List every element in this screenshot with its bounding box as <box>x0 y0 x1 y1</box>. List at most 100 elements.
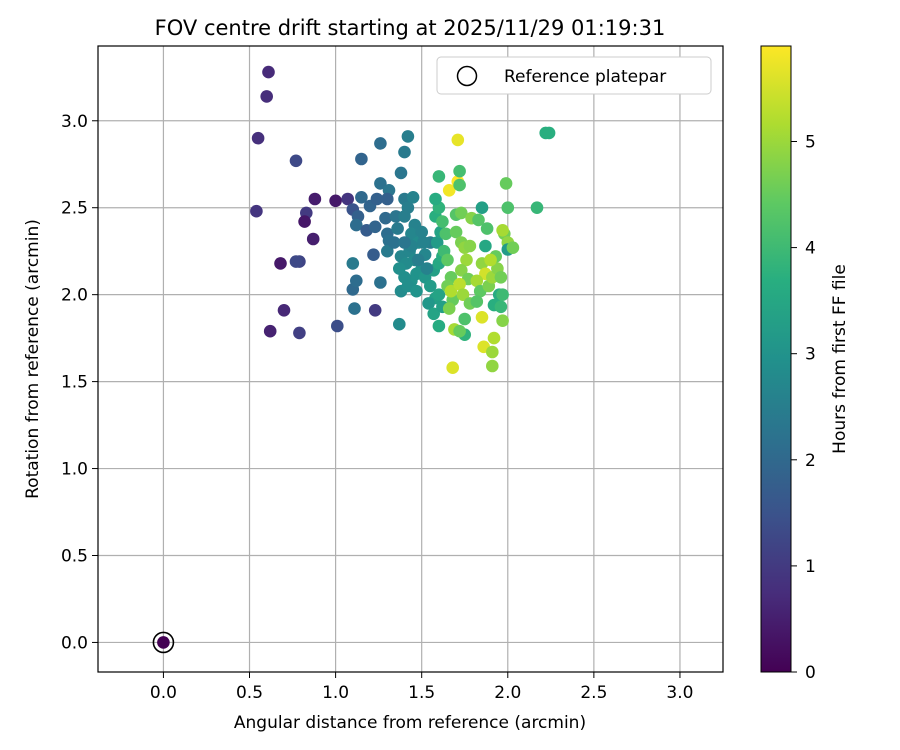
data-point <box>432 170 446 183</box>
data-point <box>472 213 485 227</box>
data-point <box>368 220 382 234</box>
data-point <box>480 222 494 235</box>
data-point <box>442 184 456 197</box>
data-point <box>460 253 473 267</box>
data-point <box>374 276 387 289</box>
data-point <box>444 284 458 298</box>
data-point <box>432 288 446 302</box>
data-point <box>470 295 484 308</box>
data-point <box>432 319 446 333</box>
data-point <box>496 314 509 328</box>
data-point <box>374 177 387 190</box>
data-point <box>263 324 277 338</box>
y-axis-label: Rotation from reference (arcmin) <box>23 219 43 499</box>
data-point <box>486 345 499 359</box>
data-point <box>470 274 484 288</box>
data-point <box>331 319 344 333</box>
data-point <box>486 359 499 373</box>
data-point <box>398 236 411 249</box>
data-point <box>394 166 408 180</box>
chart-title: FOV centre drift starting at 2025/11/29 … <box>155 16 666 40</box>
data-point <box>501 201 515 214</box>
data-point <box>441 253 454 267</box>
data-point <box>251 131 265 145</box>
data-point <box>410 284 423 298</box>
data-point <box>417 236 430 249</box>
data-point <box>429 192 442 206</box>
data-point <box>530 201 544 214</box>
data-point <box>367 248 380 261</box>
data-point <box>387 236 401 249</box>
y-axis-ticks: 0.0 0.5 1.0 1.5 2.0 2.5 3.0 <box>61 112 98 653</box>
data-point <box>379 211 392 225</box>
data-point <box>453 277 466 291</box>
data-point <box>420 262 434 275</box>
legend-marker <box>456 65 478 87</box>
data-point <box>542 126 556 140</box>
colorbar-ticks: 0 1 2 3 4 5 <box>791 132 816 683</box>
y-tick-label: 1.5 <box>61 373 88 393</box>
data-point <box>277 304 291 317</box>
data-point <box>455 206 468 220</box>
data-point <box>405 227 418 241</box>
data-point <box>436 215 449 228</box>
data-point <box>306 232 320 246</box>
data-point <box>308 192 322 206</box>
data-point <box>289 154 303 168</box>
data-point <box>427 307 441 321</box>
y-tick-label: 2.0 <box>61 286 88 306</box>
data-point <box>350 218 363 232</box>
data-point <box>455 264 468 277</box>
x-axis-ticks: 0.0 0.5 1.0 1.5 2.0 2.5 3.0 <box>150 672 693 703</box>
data-point <box>422 297 435 310</box>
data-point <box>346 257 360 270</box>
data-point <box>496 224 509 237</box>
data-point <box>453 164 466 178</box>
data-point <box>456 288 470 302</box>
data-point <box>424 279 437 293</box>
data-point <box>260 90 274 103</box>
data-point <box>355 152 368 166</box>
data-point <box>250 204 263 218</box>
data-point <box>475 201 489 214</box>
colorbar-tick-label: 5 <box>805 132 816 152</box>
data-point <box>350 274 363 288</box>
data-point <box>494 271 508 284</box>
data-point <box>393 317 406 331</box>
data-point <box>157 636 170 649</box>
x-tick-label: 0.0 <box>150 683 177 703</box>
scatter-points <box>157 65 556 649</box>
data-point <box>463 239 477 253</box>
y-tick-label: 2.5 <box>61 199 88 219</box>
data-point <box>341 192 355 206</box>
data-point <box>393 262 406 275</box>
data-point <box>439 227 453 241</box>
data-point <box>274 257 287 270</box>
data-point <box>381 244 394 258</box>
data-point <box>348 302 361 315</box>
data-point <box>391 222 404 235</box>
data-point <box>494 300 508 314</box>
data-point <box>506 241 520 254</box>
data-point <box>479 239 492 253</box>
data-point <box>374 137 387 150</box>
data-point <box>415 225 429 239</box>
legend: Reference platepar <box>436 56 712 95</box>
data-point <box>475 311 489 324</box>
data-point <box>398 210 411 223</box>
data-point <box>262 65 275 79</box>
data-point <box>298 215 311 228</box>
data-point <box>451 133 465 147</box>
y-tick-label: 3.0 <box>61 112 88 132</box>
data-point <box>484 253 497 267</box>
x-axis-label: Angular distance from reference (arcmin) <box>234 713 586 733</box>
data-point <box>442 302 456 315</box>
x-tick-label: 1.0 <box>322 683 349 703</box>
data-point <box>499 177 513 190</box>
data-point <box>458 312 472 326</box>
data-point <box>293 326 306 340</box>
data-point <box>446 361 460 375</box>
data-point <box>406 191 420 204</box>
data-point <box>496 288 509 302</box>
x-tick-label: 0.5 <box>236 683 263 703</box>
